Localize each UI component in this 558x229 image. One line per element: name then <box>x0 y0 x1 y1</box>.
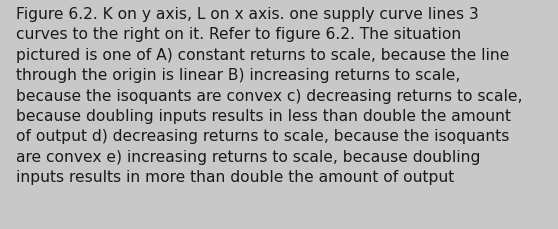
Text: Figure 6.2. K on y axis, L on x axis. one supply curve lines 3
curves to the rig: Figure 6.2. K on y axis, L on x axis. on… <box>16 7 522 184</box>
